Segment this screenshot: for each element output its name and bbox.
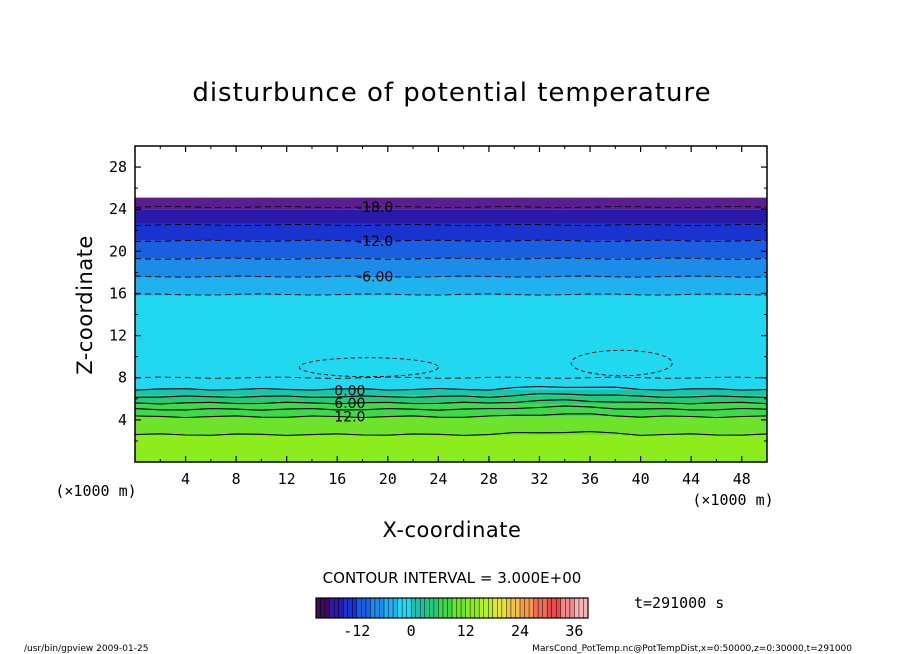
color-layer-3 (135, 395, 767, 405)
colorbar-swatch (465, 598, 480, 618)
colorbar-swatch (397, 598, 412, 618)
color-layer-11 (135, 197, 767, 210)
x-unit-left: (×1000 m) (55, 482, 136, 500)
contour-line-solid-4 (135, 393, 767, 399)
x-axis-ticks: 4 8 12 16 20 24 28 32 36 40 44 48 (159, 146, 751, 488)
y-tick-label: 20 (109, 242, 127, 260)
y-axis-ticks: 4 8 12 16 20 24 28 (109, 158, 767, 442)
color-layer-2 (135, 404, 767, 417)
x-tick-label: 44 (682, 470, 700, 488)
color-layer-4 (135, 389, 767, 396)
contour-line-solid-3 (135, 399, 767, 405)
x-tick-label: 32 (530, 470, 548, 488)
y-tick-label: 28 (109, 158, 127, 176)
x-tick-label: 48 (733, 470, 751, 488)
y-tick-label: 8 (118, 369, 127, 387)
x-tick-label: 36 (581, 470, 599, 488)
x-tick-label: 12 (278, 470, 296, 488)
contour-line-dashed-5 (135, 223, 767, 227)
colorbar-swatch (574, 598, 589, 618)
contour-blob-0 (298, 357, 439, 378)
colorbar-swatch (329, 598, 344, 618)
color-layer-9 (135, 223, 767, 241)
y-tick-label: 4 (118, 411, 127, 429)
contour-line-dashed-1 (135, 293, 767, 296)
time-label: t=291000 s (634, 594, 724, 612)
x-tick-label: 4 (181, 470, 190, 488)
colorbar-swatch (411, 598, 426, 618)
contour-line-dashed-4 (135, 239, 767, 242)
x-tick-label: 16 (328, 470, 346, 488)
contour-line-dashed-6 (135, 206, 767, 209)
colorbar-swatch (452, 598, 466, 618)
footer-left: /usr/bin/gpview 2009-01-25 (24, 644, 148, 654)
contour-blob-1 (570, 349, 673, 377)
color-layer-1 (135, 416, 767, 436)
contour-line-solid-0 (135, 431, 767, 436)
contour-label-1: -12.0 (357, 234, 393, 250)
colorbar-tick-label: 12 (457, 622, 475, 640)
color-layer-10 (135, 209, 767, 224)
chart-title: disturbunce of potential temperature (192, 78, 711, 108)
color-fill-layers (135, 197, 767, 462)
contour-label-2: -6.00 (357, 270, 393, 286)
colorbar-swatch (547, 598, 562, 618)
color-layer-7 (135, 258, 767, 278)
colorbar-swatch (316, 598, 330, 618)
contour-line-solid-5 (135, 385, 767, 391)
colorbar-ticks: -12 0 12 24 36 (343, 622, 583, 640)
x-axis-label: X-coordinate (383, 518, 522, 542)
colorbar-swatch (356, 598, 371, 618)
colorbar-tick-label: 0 (407, 622, 416, 640)
colorbar (315, 597, 589, 619)
x-tick-label: 20 (379, 470, 397, 488)
y-tick-label: 16 (109, 284, 127, 302)
plot-frame (134, 145, 768, 463)
contour-label-0: -18.0 (357, 200, 393, 216)
colorbar-tick-label: 36 (565, 622, 583, 640)
x-tick-label: 40 (632, 470, 650, 488)
contour-line-dashed-2 (135, 275, 767, 278)
colorbar-swatch (384, 598, 398, 618)
colorbar-swatch (370, 598, 385, 618)
contour-line-solid-2 (135, 405, 767, 411)
x-unit-right: (×1000 m) (692, 491, 773, 509)
colorbar-swatch (479, 598, 494, 618)
contour-label-3: 0.00 (334, 383, 365, 399)
contour-line-solid-1 (135, 413, 767, 419)
contour-lines (135, 206, 767, 436)
contour-label-5: 12.0 (334, 410, 365, 426)
colorbar-frame (315, 597, 589, 619)
contour-line-dashed-3 (135, 257, 767, 260)
colorbar-swatch (560, 598, 575, 618)
x-tick-label: 24 (429, 470, 447, 488)
x-tick-label: 8 (232, 470, 241, 488)
contour-label-4: 6.00 (334, 396, 365, 412)
colorbar-swatch (438, 598, 453, 618)
colorbar-swatch (520, 598, 534, 618)
colorbar-swatch (506, 598, 521, 618)
footer-right: MarsCond_PotTemp.nc@PotTempDist,x=0:5000… (532, 644, 852, 654)
colorbar-swatch (533, 598, 548, 618)
contour-interval-label: CONTOUR INTERVAL = 3.000E+00 (323, 569, 582, 587)
colorbar-swatch (343, 598, 358, 618)
colorbar-tick-label: -12 (343, 622, 370, 640)
color-layer-6 (135, 277, 767, 296)
contour-line-dashed-0 (135, 376, 767, 379)
x-tick-label: 28 (480, 470, 498, 488)
colorbar-tick-label: 24 (511, 622, 529, 640)
y-axis-label: Z-coordinate (73, 235, 97, 375)
colorbar-swatch (492, 598, 507, 618)
color-layer-5 (135, 295, 767, 390)
y-tick-label: 24 (109, 200, 127, 218)
colorbar-swatch (424, 598, 439, 618)
color-layer-8 (135, 240, 767, 259)
y-tick-label: 12 (109, 327, 127, 345)
color-layer-0 (135, 435, 767, 462)
